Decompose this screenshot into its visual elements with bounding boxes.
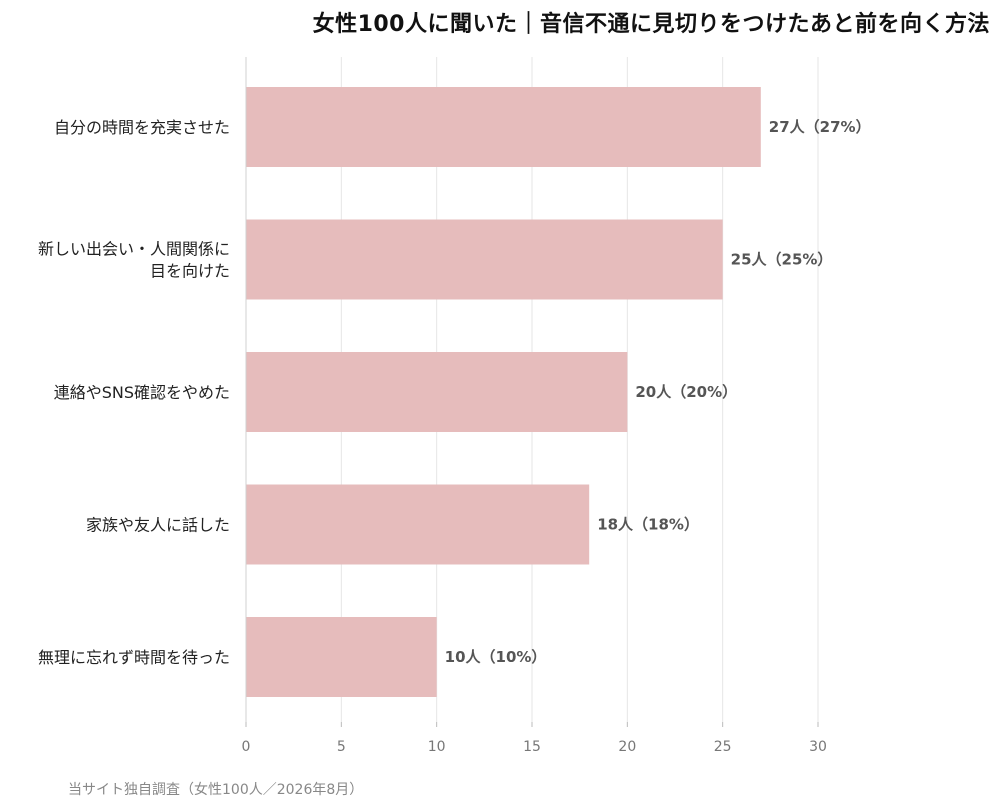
category-label-line: 目を向けた <box>150 262 230 281</box>
bar <box>246 219 723 300</box>
x-tick-label: 10 <box>428 739 446 755</box>
x-tick-label: 20 <box>618 739 636 755</box>
category-label: 無理に忘れず時間を待った <box>38 648 230 667</box>
bar <box>246 352 628 432</box>
category-label: 自分の時間を充実させた <box>54 118 230 137</box>
source-note: 当サイト独自調査（女性100人／2026年8月） <box>68 782 364 798</box>
chart-title: 女性100人に聞いた｜音信不通に見切りをつけたあと前を向く方法 <box>312 12 990 37</box>
category-label: 新しい出会い・人間関係に目を向けた <box>38 240 230 281</box>
category-label-line: 自分の時間を充実させた <box>54 118 230 137</box>
x-tick-label: 0 <box>242 739 251 755</box>
data-label: 27人（27%） <box>769 118 871 136</box>
x-tick-label: 30 <box>809 739 827 755</box>
category-label-line: 家族や友人に話した <box>86 516 230 535</box>
bar <box>246 484 590 565</box>
category-label: 家族や友人に話した <box>86 516 230 535</box>
x-tick-label: 5 <box>337 739 346 755</box>
category-label: 連絡やSNS確認をやめた <box>54 383 230 402</box>
category-label-line: 連絡やSNS確認をやめた <box>54 383 230 402</box>
data-label: 25人（25%） <box>731 251 833 269</box>
category-label-line: 新しい出会い・人間関係に <box>38 240 230 259</box>
data-label: 10人（10%） <box>445 648 547 666</box>
data-label: 18人（18%） <box>597 516 699 534</box>
data-label: 20人（20%） <box>635 383 737 401</box>
bar <box>246 87 761 167</box>
category-label-line: 無理に忘れず時間を待った <box>38 648 230 667</box>
x-tick-label: 25 <box>714 739 732 755</box>
x-tick-label: 15 <box>523 739 541 755</box>
bar <box>246 617 437 697</box>
